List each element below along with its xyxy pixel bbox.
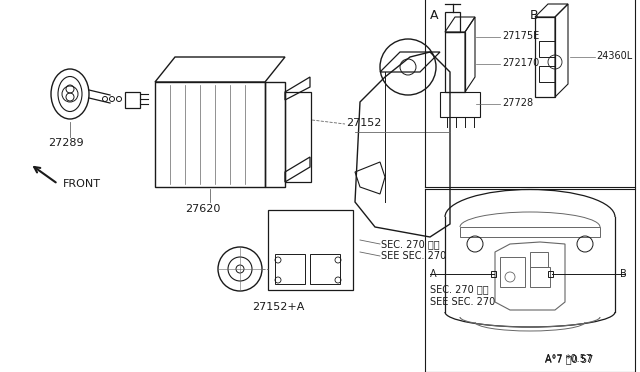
Text: 27152: 27152 [346, 118, 381, 128]
Text: 272170: 272170 [502, 58, 540, 68]
Text: A: A [430, 9, 438, 22]
Text: 27175E: 27175E [502, 31, 540, 41]
Text: 27620: 27620 [185, 204, 220, 214]
Bar [310, 254, 340, 284]
Text: 27728: 27728 [502, 98, 533, 108]
Text: B: B [530, 9, 539, 22]
Text: A: A [430, 269, 436, 279]
Text: 27289: 27289 [48, 138, 84, 148]
Bar [539, 41, 555, 57]
Bar [539, 66, 555, 82]
Bar [268, 210, 353, 290]
Bar [491, 271, 496, 277]
Text: SEC. 270 参照: SEC. 270 参照 [381, 239, 440, 249]
Text: FRONT: FRONT [63, 179, 101, 189]
Text: SEE SEC. 270: SEE SEC. 270 [430, 297, 495, 307]
Text: B: B [620, 269, 627, 279]
Bar [530, 267, 550, 287]
Text: SEC. 270 参照: SEC. 270 参照 [430, 284, 488, 294]
Bar [548, 271, 553, 277]
Bar [500, 257, 525, 287]
Bar [275, 254, 305, 284]
Bar [285, 92, 311, 182]
Text: 27152+A: 27152+A [252, 302, 305, 312]
Text: A°7 ⁩0 57: A°7 ⁩0 57 [545, 354, 593, 364]
Bar [530, 252, 548, 267]
Bar [125, 92, 140, 108]
Bar [155, 82, 265, 187]
Text: SEE SEC. 270: SEE SEC. 270 [381, 251, 446, 261]
Text: 24360L: 24360L [596, 51, 632, 61]
Text: A°7 *0.57: A°7 *0.57 [545, 354, 592, 364]
